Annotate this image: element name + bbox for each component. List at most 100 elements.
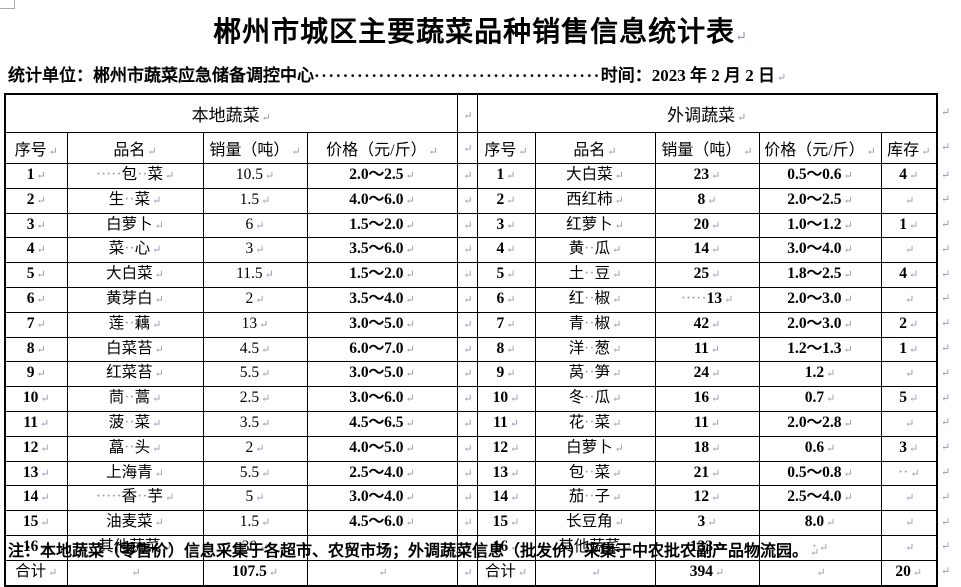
out-cell-stock: 3 ↵ (880, 435, 938, 462)
out-cell-sales: 21 ↵ (654, 460, 760, 487)
cell-text: 2.5～4.0 (349, 463, 404, 481)
local-cell-seq: 15 ↵ (4, 510, 68, 536)
pilcrow-mark: ↵ (518, 146, 528, 158)
out-col-header-2: 销量（吨） ↵ (654, 132, 760, 164)
pilcrow-mark: ↵ (826, 442, 836, 455)
pilcrow-mark: ↵ (843, 492, 853, 505)
pilcrow-mark: ↵ (405, 244, 415, 257)
cell-text: 2.5～4.0 (787, 488, 842, 506)
pilcrow-mark: ↵ (510, 541, 520, 554)
row-end-pilcrow-mark: ↵ (941, 292, 951, 304)
pilcrow-mark: ↵ (165, 170, 175, 182)
pilcrow-mark: ↵ (463, 244, 473, 257)
pilcrow-mark: ↵ (40, 442, 50, 455)
pilcrow-mark: ↵ (259, 318, 269, 331)
pilcrow-mark: ↵ (162, 541, 172, 554)
pilcrow-mark: ↵ (711, 393, 721, 406)
space-mark: · (589, 389, 595, 407)
space-mark: · (589, 314, 595, 332)
out-cell-stock: ·· ↵ (880, 460, 938, 487)
cell-text: 菠··菜 (108, 413, 151, 431)
cell-text: 上海青 (106, 463, 153, 481)
pilcrow-mark: ↵ (36, 269, 46, 282)
cell-text: 3.0～5.0 (349, 364, 404, 382)
space-mark: · (584, 289, 590, 307)
out-cell-name: 土··豆 ↵ (534, 262, 656, 288)
table-row: 15 ↵ 油麦菜 ↵ 1.5 ↵ 4.5～6.0 ↵ ↵ 15 ↵ 长豆角 ↵ 3 ↵ 8.0 ↵ ↵ (4, 510, 938, 536)
cell-text: 5 (899, 389, 908, 407)
local-cell-sales: 4.5 ↵ (202, 336, 308, 363)
cell-text: 2 (26, 190, 35, 208)
space-mark: · (129, 413, 135, 431)
out-cell-name: 大白菜 ↵ (534, 163, 656, 189)
local-group-header: 本地蔬菜 ↵ (4, 93, 458, 133)
pilcrow-mark: ↵ (711, 467, 721, 480)
out-group-header: 外调蔬菜 ↵ (476, 93, 938, 133)
pilcrow-mark: ↵ (463, 492, 473, 505)
cell-text: 4 (899, 265, 908, 283)
out-cell-sales: 18 ↵ (654, 435, 760, 462)
pilcrow-mark: ↵ (147, 146, 157, 158)
out-cell-seq: 4 ↵ (476, 237, 536, 264)
out-cell-price: 2.5～4.0 ↵ (758, 485, 882, 512)
space-mark: · (811, 537, 817, 555)
row-end-pilcrow-mark: ↵ (941, 193, 951, 205)
cell-text: 销量（吨） (661, 142, 742, 159)
pilcrow-mark: ↵ (152, 244, 162, 257)
separator-cell: ↵ (456, 262, 478, 288)
pilcrow-mark: ↵ (909, 343, 919, 356)
cell-text: 2 (245, 289, 254, 307)
space-mark: · (142, 488, 148, 506)
cell-text: 6 (26, 289, 35, 307)
pilcrow-mark: ↵ (909, 442, 919, 455)
cell-text: 合计 (15, 562, 47, 580)
separator-cell: ↵ (456, 559, 478, 587)
local-cell-price: 1.5～2.0 ↵ (306, 262, 458, 288)
space-mark: · (701, 289, 707, 307)
cell-text: ·····包··菜 (95, 166, 163, 183)
pilcrow-mark: ↵ (612, 368, 622, 381)
cell-text: 14 (492, 488, 509, 506)
out-cell-seq: 5 ↵ (476, 262, 536, 288)
pilcrow-mark: ↵ (463, 293, 473, 306)
pilcrow-mark: ↵ (405, 417, 415, 430)
separator-cell: ↵ (456, 435, 478, 462)
local-cell-seq: 10 ↵ (4, 386, 68, 412)
cell-text: 11 (694, 339, 709, 357)
cell-text: 1.8～2.5 (787, 265, 842, 283)
local-cell-name: 红菜苔 ↵ (66, 361, 204, 388)
table-row: 14 ↵ ·····香··芋 ↵ 5 ↵ 3.0～4.0 ↵ ↵ 14 ↵ 茄··子 ↵ 12 ↵ 2.5～4… (4, 485, 938, 512)
pilcrow-mark: ↵ (405, 194, 415, 207)
out-cell-seq: 7 ↵ (476, 311, 536, 338)
local-cell-name: 菠··菜 ↵ (66, 410, 204, 437)
pilcrow-mark: ↵ (612, 244, 622, 257)
cell-text: 白萝卜 (566, 438, 613, 456)
separator-cell: ↵ (456, 386, 478, 412)
cell-text: 11 (23, 413, 38, 431)
pilcrow-mark: ↵ (154, 467, 164, 480)
pilcrow-mark: ↵ (826, 393, 836, 406)
pilcrow-mark: ↵ (909, 170, 919, 182)
separator-cell: ↵ (456, 410, 478, 437)
separator-cell: ↵ (456, 132, 478, 164)
out-col-header-3: 价格（元/斤） ↵ (758, 132, 882, 164)
separator-cell: ↵ (456, 336, 478, 363)
pilcrow-mark: ↵ (591, 566, 601, 579)
cell-text: 品名 (573, 142, 606, 159)
pilcrow-mark: ↵ (405, 517, 415, 530)
cell-text: 1 (899, 215, 908, 233)
pilcrow-mark: ↵ (261, 467, 271, 480)
pilcrow-mark: ↵ (255, 244, 265, 257)
space-mark: · (584, 339, 590, 357)
space-mark: · (589, 413, 595, 431)
cell-text: 价格（元/斤） (326, 142, 427, 159)
table-row: 7 ↵ 莲··藕 ↵ 13 ↵ 3.0～5.0 ↵ ↵ 7 ↵ 青··椒 ↵ 42 ↵ 2.0～3.0 ↵ 2 ↵ (4, 311, 938, 338)
space-mark: · (129, 389, 135, 407)
separator-cell: ↵ (456, 510, 478, 536)
paragraph-mark-icon: ↵ (777, 72, 787, 84)
local-cell-price: 4.5～6.0 ↵ (306, 510, 458, 536)
space-mark: · (124, 314, 130, 332)
cell-text: 4 (496, 240, 505, 258)
out-cell-price: 2.0～3.0 ↵ (758, 286, 882, 313)
table-row: 6 ↵ 黄芽白 ↵ 2 ↵ 3.5～4.0 ↵ ↵ 6 ↵ 红··椒 ↵ ·····13 ↵ 2.0～3.0 ↵… (4, 286, 938, 313)
